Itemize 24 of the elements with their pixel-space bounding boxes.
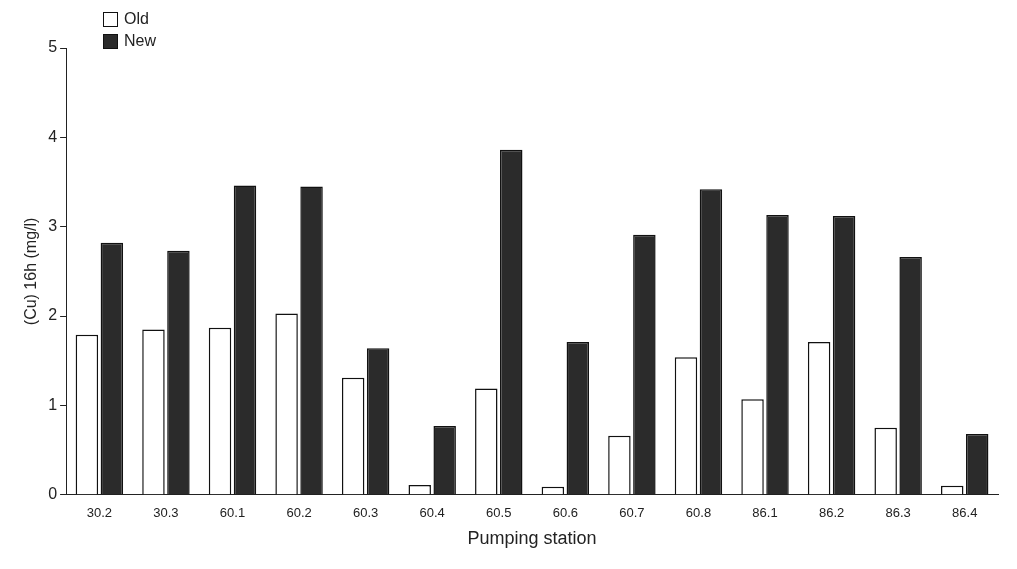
y-tick-label: 1 bbox=[48, 395, 58, 413]
x-tick-label: 86.2 bbox=[818, 505, 845, 521]
x-tick-label: 60.7 bbox=[619, 505, 645, 521]
x-tick-label: 60.3 bbox=[352, 505, 379, 521]
x-axis-title: Pumping station bbox=[467, 528, 597, 549]
y-tick-label: 3 bbox=[48, 217, 58, 235]
x-tick-label: 86.1 bbox=[752, 505, 778, 521]
x-tick-label: 30.2 bbox=[86, 505, 113, 521]
x-tick-label: 30.3 bbox=[153, 505, 179, 521]
x-tick-label: 60.5 bbox=[486, 505, 512, 521]
x-tick-label: 60.4 bbox=[419, 505, 445, 521]
y-tick-label: 0 bbox=[48, 485, 58, 503]
x-tick-label: 60.1 bbox=[219, 505, 246, 521]
x-tick-label: 60.6 bbox=[552, 505, 578, 521]
y-tick-label: 5 bbox=[48, 38, 58, 56]
legend-label: New bbox=[124, 32, 157, 50]
y-tick-label: 4 bbox=[48, 127, 58, 145]
x-tick-label: 60.8 bbox=[685, 505, 712, 521]
y-tick-label: 2 bbox=[48, 306, 58, 324]
x-tick-label: 60.2 bbox=[286, 505, 312, 521]
x-tick-label: 86.3 bbox=[885, 505, 911, 521]
legend-label: Old bbox=[124, 10, 149, 28]
x-tick-label: 86.4 bbox=[952, 505, 978, 521]
y-axis-title: (Cu) 16h (mg/l) bbox=[22, 217, 40, 326]
